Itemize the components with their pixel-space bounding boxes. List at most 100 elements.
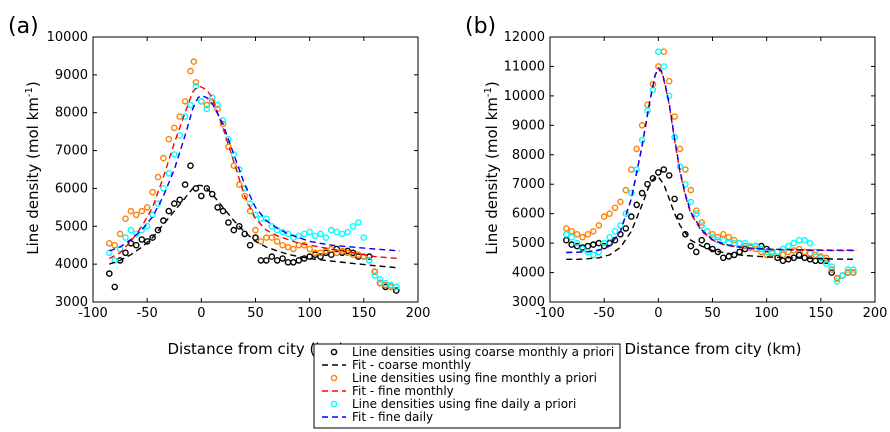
panel-b-y-axis-label: Line density (mol km-1): [483, 81, 501, 255]
data-point: [149, 234, 156, 241]
data-point: [665, 92, 673, 100]
data-point: [795, 236, 803, 244]
data-point: [682, 166, 689, 173]
data-point: [160, 154, 167, 162]
data-point: [801, 236, 808, 244]
data-point: [806, 239, 814, 247]
panel-a-label: (a): [8, 14, 39, 39]
data-point: [176, 196, 183, 204]
panel-b-x-ticks: -100 -50 0 50 100 150 200: [535, 37, 887, 321]
data-point: [165, 207, 173, 215]
data-point: [660, 166, 668, 173]
data-point: [779, 251, 787, 259]
data-point: [149, 188, 156, 196]
data-point: [563, 236, 570, 244]
data-point: [595, 239, 603, 247]
data-point: [230, 151, 238, 158]
data-point: [252, 226, 259, 234]
data-point: [392, 287, 400, 294]
data-point: [622, 186, 630, 194]
x-tick-label: -100: [535, 306, 565, 321]
data-point: [203, 101, 211, 109]
data-point: [833, 278, 841, 285]
y-tick-label: 6000: [512, 207, 545, 222]
data-point: [187, 162, 194, 169]
data-point: [262, 257, 270, 264]
data-point: [268, 234, 276, 241]
legend-entry: Line densities using fine monthly a prio…: [330, 371, 597, 385]
panel-a-plot-area: [106, 58, 400, 294]
data-point: [317, 230, 324, 238]
data-point: [823, 260, 830, 268]
data-point: [181, 181, 189, 188]
data-point: [165, 169, 173, 177]
data-point: [219, 120, 227, 128]
panel-a-x-axis-label: Distance from city (km): [168, 340, 345, 358]
data-point: [806, 250, 814, 257]
data-point: [219, 207, 227, 215]
data-point: [327, 226, 335, 234]
data-point: [633, 145, 641, 153]
data-point: [197, 192, 205, 200]
data-point: [693, 210, 700, 217]
data-point: [122, 234, 129, 241]
data-point: [595, 248, 603, 256]
data-point: [132, 211, 140, 219]
data-point: [187, 101, 194, 109]
data-point: [606, 210, 613, 217]
panel-a-y-axis-label: Line density (mol km-1): [24, 81, 42, 255]
y-tick-label: 8000: [55, 106, 88, 121]
data-point: [311, 232, 319, 240]
data-point: [176, 132, 183, 139]
legend-label: Fit - fine monthly: [352, 384, 454, 398]
data-point: [568, 227, 576, 235]
data-point: [132, 241, 140, 249]
data-point: [257, 257, 265, 264]
data-point: [306, 228, 314, 236]
y-tick-label: 3000: [55, 295, 88, 310]
data-point: [176, 113, 183, 120]
data-point: [106, 270, 113, 277]
data-point: [720, 254, 727, 262]
data-point: [628, 213, 635, 220]
data-point: [279, 241, 286, 249]
legend-entry: Fit - coarse monthly: [322, 358, 471, 372]
data-point: [568, 233, 576, 241]
data-point: [241, 192, 248, 200]
data-point: [563, 225, 570, 232]
data-point: [600, 239, 608, 247]
x-tick-label: -50: [137, 306, 158, 321]
data-point: [850, 266, 857, 273]
data-point: [779, 257, 787, 265]
y-tick-label: 7000: [55, 144, 88, 159]
y-tick-label: 4000: [512, 266, 545, 281]
data-point: [111, 257, 118, 264]
y-tick-label: 7000: [512, 177, 545, 192]
fit-line-fit-coarse-monthly: [109, 184, 400, 269]
data-point: [839, 272, 846, 279]
x-tick-label: 200: [406, 306, 431, 321]
data-point: [573, 239, 581, 247]
data-point: [300, 230, 308, 238]
data-point: [812, 248, 819, 256]
data-point: [187, 67, 194, 75]
data-point: [197, 98, 205, 105]
data-point: [235, 181, 243, 188]
data-point: [122, 249, 129, 257]
data-point: [720, 236, 727, 244]
data-point: [365, 257, 373, 264]
data-point: [170, 124, 178, 132]
data-point: [138, 207, 146, 215]
data-point: [225, 143, 232, 151]
legend-label: Line densities using fine monthly a prio…: [352, 371, 597, 385]
data-point: [392, 283, 400, 291]
series-line-densities-using-fine-monthly-a-priori: [106, 58, 400, 291]
data-point: [349, 222, 357, 230]
data-point: [382, 279, 389, 287]
data-point: [360, 234, 368, 241]
data-point: [190, 58, 198, 65]
data-point: [344, 228, 351, 236]
data-point: [709, 230, 716, 238]
data-point: [563, 230, 570, 238]
data-point: [344, 249, 351, 257]
